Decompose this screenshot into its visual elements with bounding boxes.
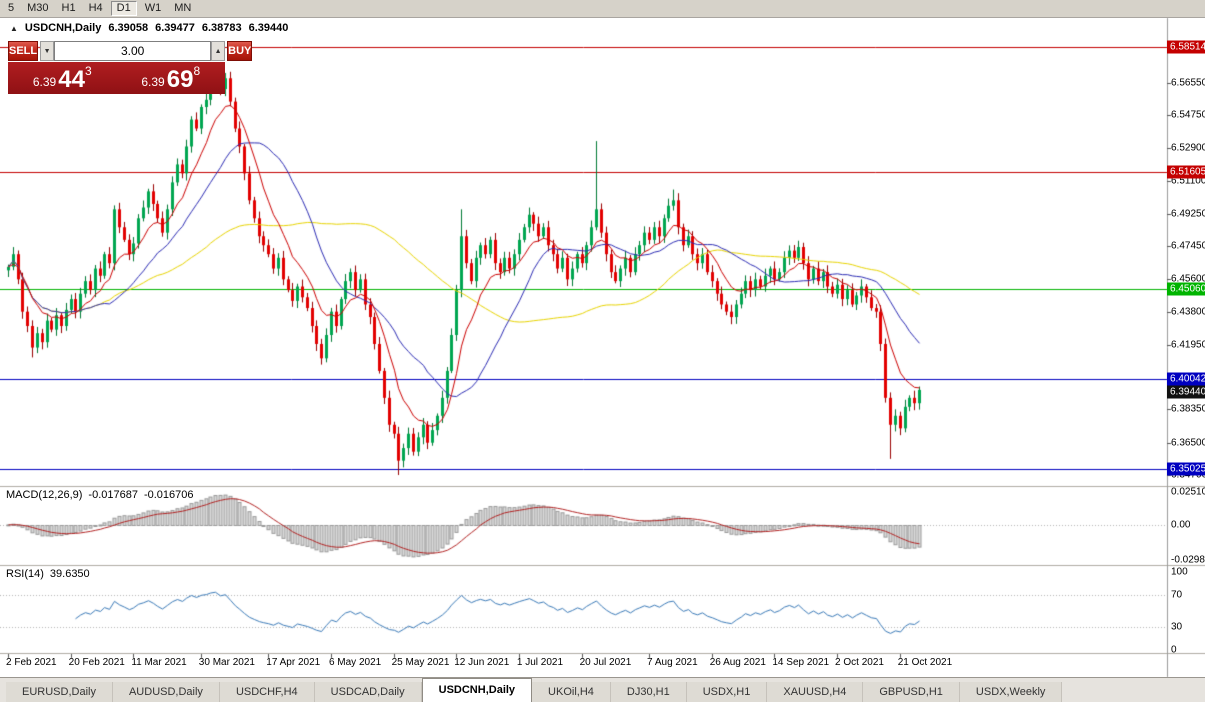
timeframe-button-w1[interactable]: W1	[144, 2, 162, 14]
tab-usdcad-daily[interactable]: USDCAD,Daily	[314, 682, 422, 702]
chart-close-value: 6.39440	[248, 22, 289, 34]
trade-buttons-row: SELL ▼ ▲ BUY	[8, 41, 253, 61]
one-click-trading-panel: SELL ▼ ▲ BUY 6.39 44 3 6.39 69 8	[8, 41, 253, 94]
date-axis-label: 20 Jul 2021	[579, 657, 632, 668]
chart-high-value: 6.39477	[155, 22, 195, 34]
price-axis-tick: 6.38350	[1171, 403, 1205, 415]
date-axis-label: 26 Aug 2021	[709, 657, 766, 668]
bid-price-point: 3	[84, 64, 92, 78]
date-axis-label: 2 Feb 2021	[6, 657, 57, 668]
macd-axis-label: 0.00	[1171, 519, 1191, 531]
price-axis-tick: 6.51100	[1171, 175, 1205, 187]
sell-button[interactable]: SELL	[8, 41, 39, 61]
date-axis-label: 30 Mar 2021	[198, 657, 255, 668]
timeframe-button-m30[interactable]: M30	[27, 2, 49, 14]
tab-audusd-daily[interactable]: AUDUSD,Daily	[112, 682, 220, 702]
volume-increase-button[interactable]: ▲	[211, 41, 226, 61]
macd-name: MACD(12,26,9)	[6, 489, 83, 501]
tab-xauusd-h4[interactable]: XAUUSD,H4	[767, 682, 864, 702]
volume-decrease-button[interactable]: ▼	[40, 41, 55, 61]
macd-main-value: -0.017687	[88, 489, 138, 501]
macd-indicator-label: MACD(12,26,9) -0.017687 -0.016706	[6, 489, 194, 501]
rsi-axis-label: 100	[1171, 566, 1188, 578]
tab-usdchf-h4[interactable]: USDCHF,H4	[219, 682, 315, 702]
date-axis-label: 2 Oct 2021	[835, 657, 884, 668]
date-axis-label: 11 Mar 2021	[131, 657, 187, 668]
timeframe-button-5[interactable]: 5	[8, 2, 15, 14]
hline-price-label-658514[interactable]: 6.58514	[1167, 40, 1205, 54]
rsi-axis-label: 0	[1171, 644, 1177, 656]
tab-usdcnh-daily[interactable]: USDCNH,Daily	[421, 678, 533, 702]
date-axis-label: 20 Feb 2021	[68, 657, 125, 668]
volume-input[interactable]	[54, 41, 212, 61]
chart-title: ▲ USDCNH,Daily 6.39058 6.39477 6.38783 6…	[10, 22, 288, 34]
ask-price: 6.39 69 8	[117, 62, 226, 94]
price-axis-tick: 6.49250	[1171, 208, 1205, 220]
ask-price-pips: 69	[166, 66, 194, 93]
price-axis-tick: 6.36500	[1171, 437, 1205, 449]
chart-open-value: 6.39058	[108, 22, 149, 34]
volume-group: ▼ ▲	[40, 41, 226, 61]
bid-price: 6.39 44 3	[8, 62, 117, 94]
tab-usdx-h1[interactable]: USDX,H1	[686, 682, 768, 702]
tab-gbpusd-h1[interactable]: GBPUSD,H1	[863, 682, 960, 702]
timeframe-toolbar: 5 M30 H1 H4 D1 W1 MN	[0, 0, 1205, 18]
one-click-panel-toggle-icon[interactable]: ▲	[10, 23, 18, 33]
timeframe-button-mn[interactable]: MN	[174, 2, 192, 14]
tab-usdx-weekly[interactable]: USDX,Weekly	[959, 682, 1063, 702]
price-axis-tick: 6.52900	[1171, 142, 1205, 154]
hline-price-label-640042[interactable]: 6.40042	[1167, 372, 1205, 386]
timeframe-button-h1[interactable]: H1	[61, 2, 76, 14]
current-price-label: 6.39440	[1167, 385, 1205, 399]
date-axis-label: 14 Sep 2021	[772, 657, 830, 668]
rsi-indicator-label: RSI(14) 39.6350	[6, 568, 90, 580]
macd-axis-label: -0.02988	[1171, 554, 1205, 566]
macd-axis-label: 0.02510	[1171, 486, 1205, 498]
date-axis-label: 1 Jul 2021	[516, 657, 564, 668]
tab-ukoil-h4[interactable]: UKOil,H4	[532, 682, 611, 702]
chart-tab-bar: EURUSD,Daily AUDUSD,Daily USDCHF,H4 USDCAD,…	[0, 677, 1205, 702]
price-axis-tick: 6.45600	[1171, 273, 1205, 285]
chart-symbol: USDCNH,Daily	[24, 22, 102, 34]
date-axis-label: 25 May 2021	[391, 657, 450, 668]
date-axis-label: 6 May 2021	[328, 657, 382, 668]
bid-ask-display: 6.39 44 3 6.39 69 8	[8, 62, 225, 94]
timeframe-button-d1[interactable]: D1	[110, 1, 137, 16]
date-axis-label: 17 Apr 2021	[266, 657, 321, 668]
timeframe-button-h4[interactable]: H4	[88, 2, 103, 14]
rsi-axis-label: 30	[1171, 621, 1183, 633]
price-axis-tick: 6.43800	[1171, 306, 1205, 318]
ask-price-point: 8	[193, 64, 201, 78]
bid-price-big: 6.39	[32, 75, 57, 89]
buy-button[interactable]: BUY	[227, 41, 253, 61]
ask-price-big: 6.39	[141, 75, 165, 89]
tab-dj30-h1[interactable]: DJ30,H1	[610, 682, 687, 702]
price-axis-tick: 6.56550	[1171, 77, 1205, 89]
bid-price-pips: 44	[58, 66, 85, 93]
date-axis-label: 7 Aug 2021	[647, 657, 698, 668]
rsi-name: RSI(14)	[6, 568, 44, 580]
chart-low-value: 6.38783	[201, 22, 242, 34]
price-axis-tick: 6.54750	[1171, 109, 1205, 121]
tab-eurusd-daily[interactable]: EURUSD,Daily	[6, 682, 113, 702]
rsi-axis-label: 70	[1171, 589, 1183, 601]
price-axis-tick: 6.41950	[1171, 339, 1205, 351]
price-axis-tick: 6.47450	[1171, 240, 1205, 252]
date-axis-label: 21 Oct 2021	[897, 657, 953, 668]
hline-price-label-635025[interactable]: 6.35025	[1167, 462, 1205, 476]
hline-price-label-651605[interactable]: 6.51605	[1167, 165, 1205, 179]
date-axis-label: 12 Jun 2021	[454, 657, 510, 668]
rsi-value: 39.6350	[49, 568, 90, 580]
hline-price-label-645060[interactable]: 6.45060	[1167, 282, 1205, 296]
macd-signal-value: -0.016706	[143, 489, 194, 501]
